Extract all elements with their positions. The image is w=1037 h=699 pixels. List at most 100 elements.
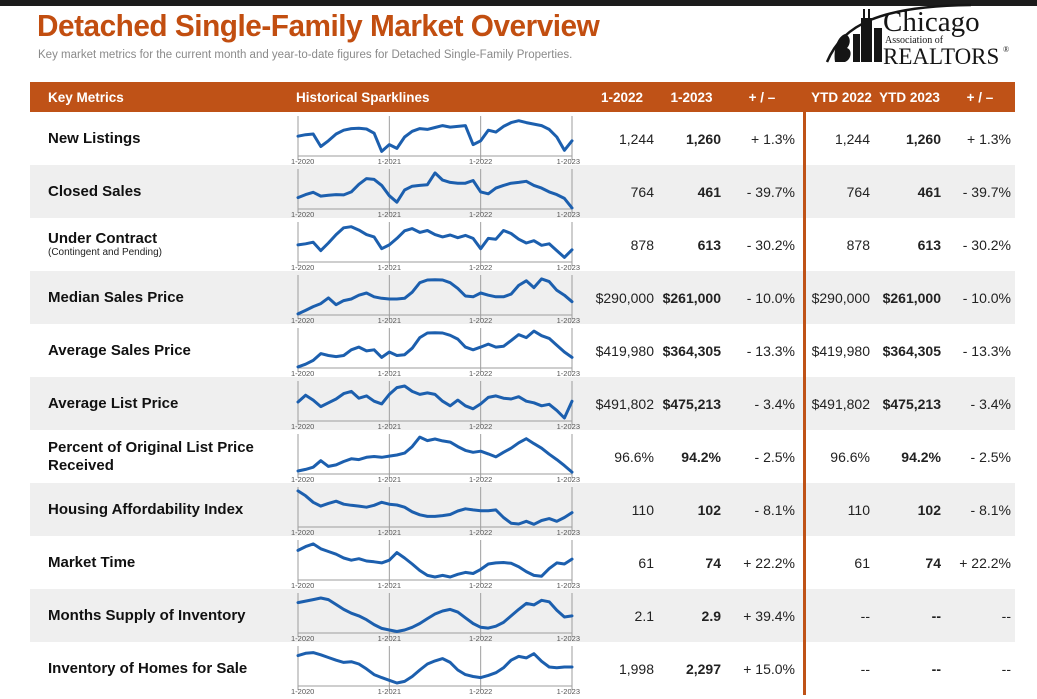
sparkline-cell: 1-2020 1-2021 1-2022 1-2023 — [290, 324, 586, 377]
sparkline-cell: 1-2020 1-2021 1-2022 1-2023 — [290, 112, 586, 165]
sparkline-axis-label: 1-2023 — [557, 528, 580, 536]
ytd-change-value: -- — [1001, 660, 1011, 677]
metric-label-cell: Inventory of Homes for Sale — [30, 642, 290, 695]
logo-text-realtors: REALTORS — [883, 44, 999, 69]
section-divider-cell — [799, 165, 809, 218]
sparkline-axis-label: 1-2023 — [557, 687, 580, 695]
ytd-2023-value: 1,260 — [905, 130, 941, 147]
sparkline-axis-label: 1-2020 — [291, 475, 314, 483]
ytd-2023-value: -- — [931, 607, 941, 624]
sparkline-axis-label: 1-2022 — [469, 475, 492, 483]
sparkline-axis-label: 1-2021 — [378, 581, 401, 589]
metric-name: Months Supply of Inventory — [48, 606, 246, 624]
ytd-2022-value: $419,980 — [811, 342, 870, 359]
header-historical-sparklines: Historical Sparklines — [296, 89, 430, 105]
table-row: Average Sales Price 1-2020 1-2021 1-2022 1-2… — [30, 324, 1015, 377]
metric-label-cell: Average Sales Price — [30, 324, 290, 377]
metrics-table-body: New Listings 1-2020 1-2021 1-2022 1-2023 1,24… — [30, 112, 1015, 695]
header-ytd-2022: YTD 2022 — [811, 89, 872, 105]
section-divider-cell — [799, 112, 809, 165]
metric-label-cell: Median Sales Price — [30, 271, 290, 324]
header-ytd-2023: YTD 2023 — [879, 89, 940, 105]
metric-name: Inventory of Homes for Sale — [48, 659, 248, 677]
section-divider — [802, 589, 806, 642]
month-2022-value: 61 — [638, 554, 654, 571]
table-header-row: Key Metrics Historical Sparklines 1-2022… — [30, 82, 1015, 112]
sparkline-axis-label: 1-2022 — [469, 316, 492, 324]
ytd-change-value: - 8.1% — [970, 501, 1011, 518]
sparkline-axis-label: 1-2020 — [291, 687, 314, 695]
sparkline-series — [296, 277, 574, 316]
month-change-value: + 15.0% — [743, 660, 795, 677]
sparkline-axis-label: 1-2021 — [378, 634, 401, 642]
section-divider-cell — [799, 642, 809, 695]
sparkline-axis-label: 1-2023 — [557, 157, 580, 165]
metric-label-cell: Average List Price — [30, 377, 290, 430]
metric-name: Median Sales Price — [48, 288, 184, 306]
month-2023-value: 2,297 — [685, 660, 721, 677]
metric-label-cell: Housing Affordability Index — [30, 483, 290, 536]
header-month-2022: 1-2022 — [600, 89, 644, 105]
sparkline-axis-label: 1-2023 — [557, 316, 580, 324]
sparkline-cell: 1-2020 1-2021 1-2022 1-2023 — [290, 271, 586, 324]
sparkline-axis-label: 1-2023 — [557, 581, 580, 589]
ytd-2022-value: 96.6% — [830, 448, 870, 465]
month-change-value: + 1.3% — [751, 130, 795, 147]
sparkline-cell: 1-2020 1-2021 1-2022 1-2023 — [290, 589, 586, 642]
ytd-2022-value: 878 — [846, 236, 870, 253]
month-2022-value: 1,998 — [618, 660, 654, 677]
table-row: Market Time 1-2020 1-2021 1-2022 1-2023 61 74 +… — [30, 536, 1015, 589]
sparkline-cell: 1-2020 1-2021 1-2022 1-2023 — [290, 218, 586, 271]
sparkline-axis-label: 1-2022 — [469, 687, 492, 695]
ytd-2022-value: 61 — [854, 554, 870, 571]
month-change-value: - 10.0% — [746, 289, 795, 306]
section-divider — [802, 324, 806, 377]
sparkline-axis-label: 1-2022 — [469, 263, 492, 271]
sparkline-series — [296, 225, 574, 259]
section-divider — [802, 642, 806, 695]
sparkline-axis-label: 1-2020 — [291, 157, 314, 165]
metric-name: Average Sales Price — [48, 341, 191, 359]
sparkline-cell: 1-2020 1-2021 1-2022 1-2023 — [290, 536, 586, 589]
ytd-change-value: + 22.2% — [959, 554, 1011, 571]
metric-note: (Contingent and Pending) — [48, 247, 162, 259]
metric-name: Average List Price — [48, 394, 179, 412]
section-divider — [802, 165, 806, 218]
month-change-value: - 13.3% — [746, 342, 795, 359]
sparkline-axis-label: 1-2021 — [378, 422, 401, 430]
section-divider — [802, 377, 806, 430]
month-change-value: - 3.4% — [754, 395, 795, 412]
metric-label-cell: Percent of Original List Price Received — [30, 430, 290, 483]
sparkline-series — [296, 651, 574, 685]
metric-label-cell: New Listings — [30, 112, 290, 165]
sparkline-cell: 1-2020 1-2021 1-2022 1-2023 — [290, 642, 586, 695]
section-divider-cell — [799, 271, 809, 324]
sparkline-series — [296, 384, 574, 420]
table-row: Months Supply of Inventory 1-2020 1-2021 1-… — [30, 589, 1015, 642]
section-divider — [802, 536, 806, 589]
header-month-2023: 1-2023 — [670, 89, 713, 105]
sparkline-series — [296, 329, 574, 369]
section-divider — [802, 271, 806, 324]
sparkline-axis-label: 1-2020 — [291, 210, 314, 218]
ytd-change-value: - 39.7% — [962, 183, 1011, 200]
ytd-2023-value: $364,305 — [882, 342, 941, 359]
month-2023-value: 74 — [705, 554, 721, 571]
section-divider-cell — [799, 377, 809, 430]
month-2022-value: 96.6% — [614, 448, 654, 465]
sparkline-chart: 1-2020 1-2021 1-2022 1-2023 — [291, 487, 580, 536]
metric-label-cell: Under Contract (Contingent and Pending) — [30, 218, 290, 271]
ytd-change-value: - 13.3% — [962, 342, 1011, 359]
month-2022-value: $419,980 — [595, 342, 654, 359]
month-2022-value: $290,000 — [595, 289, 654, 306]
ytd-2023-value: $261,000 — [882, 289, 941, 306]
sparkline-axis-label: 1-2021 — [378, 210, 401, 218]
metric-name: Closed Sales — [48, 182, 142, 200]
month-change-value: - 30.2% — [746, 236, 795, 253]
logo-text-chicago: Chicago — [883, 6, 980, 38]
month-change-value: - 8.1% — [754, 501, 795, 518]
metrics-table: Key Metrics Historical Sparklines 1-2022… — [30, 82, 1015, 695]
ytd-2022-value: 110 — [847, 501, 870, 518]
ytd-2022-value: $290,000 — [811, 289, 870, 306]
ytd-change-value: - 10.0% — [962, 289, 1011, 306]
